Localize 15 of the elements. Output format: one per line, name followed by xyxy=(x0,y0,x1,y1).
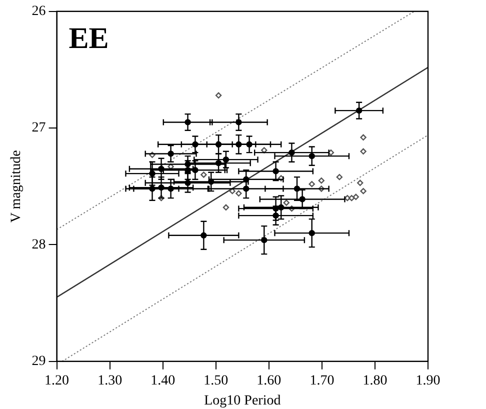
x-tick-label: 1.30 xyxy=(98,373,122,388)
y-tick-label: 29 xyxy=(32,354,46,370)
x-tick-label: 1.20 xyxy=(44,373,70,388)
x-tick-label: 1.90 xyxy=(416,373,440,388)
y-tick-label: 26 xyxy=(32,4,46,20)
x-tick-label: 1.80 xyxy=(362,373,388,388)
y-tick-label: 28 xyxy=(32,237,46,252)
x-tick-label: 1.50 xyxy=(204,373,228,388)
x-axis-title: Log10 Period xyxy=(204,393,281,408)
x-tick-label: 1.40 xyxy=(150,373,176,388)
y-axis-title: V magnitude xyxy=(9,150,24,223)
annotation: EE xyxy=(68,22,109,56)
x-tick-label: 1.60 xyxy=(256,373,282,388)
y-tick-label: 27 xyxy=(32,120,46,136)
x-tick-label: 1.70 xyxy=(310,373,334,388)
